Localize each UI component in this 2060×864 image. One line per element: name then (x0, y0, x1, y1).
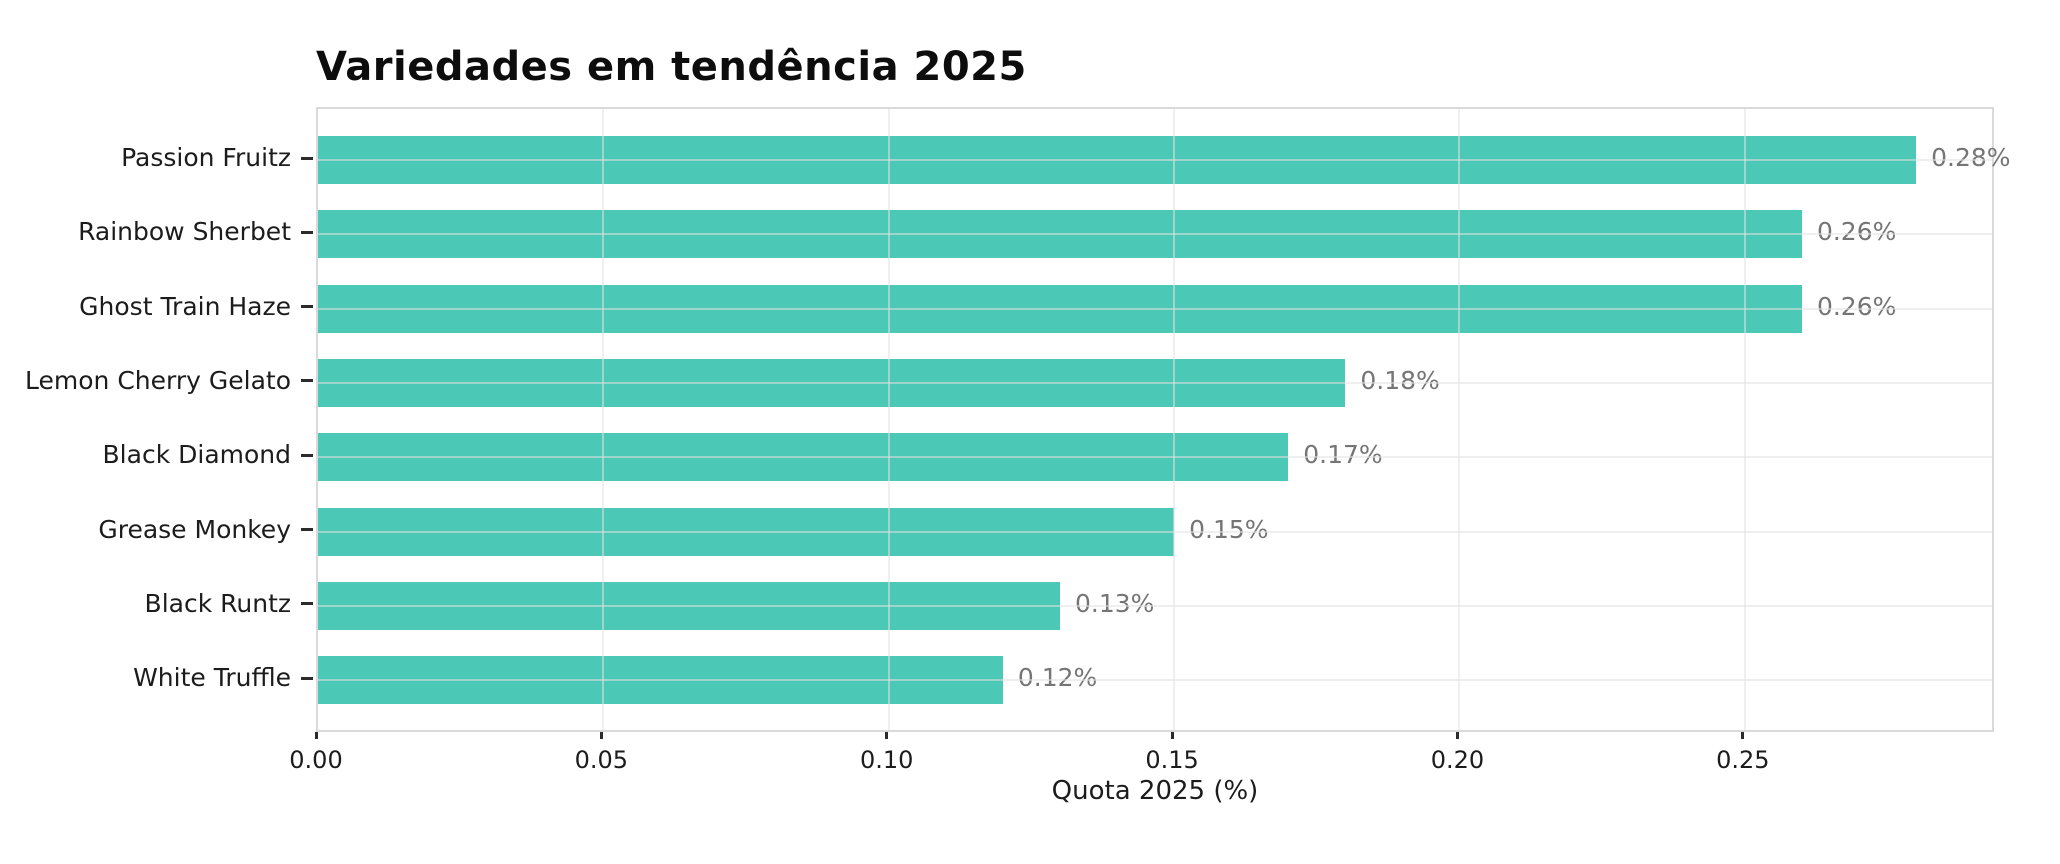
x-tick-label-0.15: 0.15 (1145, 746, 1199, 774)
bar-value-label-0: 0.28% (1931, 143, 2011, 172)
gridline-y-6 (318, 604, 1992, 607)
gridline-y-2 (318, 307, 1992, 310)
gridline-x-0.20 (1458, 109, 1461, 730)
bar-value-label-5: 0.15% (1189, 514, 1269, 544)
bar-value-label-4: 0.17% (1303, 440, 1383, 470)
gridline-x-0.15 (1173, 109, 1176, 730)
category-label-6: Black Runtz (144, 588, 291, 618)
category-label-7: White Truffle (133, 663, 291, 693)
gridline-x-0.25 (1743, 109, 1746, 730)
category-label-4: Black Diamond (102, 440, 291, 470)
gridline-y-1 (318, 233, 1992, 236)
x-tick-mark-0.20 (1455, 732, 1459, 739)
y-tick-mark-2 (301, 305, 313, 309)
x-tick-label-0.25: 0.25 (1716, 746, 1770, 774)
x-tick-label-0.05: 0.05 (574, 746, 629, 774)
bar-value-label-7: 0.12% (1017, 663, 1098, 693)
chart-title: Variedades em tendência 2025 (316, 44, 1027, 90)
bar-value-label-2: 0.26% (1816, 291, 1897, 321)
x-tick-mark-0.15 (1170, 732, 1174, 739)
y-tick-mark-4 (301, 453, 313, 457)
x-tick-mark-0.05 (599, 732, 603, 739)
y-tick-mark-5 (301, 528, 313, 531)
category-label-0: Passion Fruitz (121, 143, 291, 172)
gridline-y-4 (318, 456, 1992, 459)
gridline-y-5 (318, 530, 1992, 533)
x-axis-label: Quota 2025 (%) (1051, 776, 1259, 806)
gridline-y-3 (318, 381, 1992, 384)
x-tick-label-0.20: 0.20 (1430, 746, 1485, 774)
category-label-3: Lemon Cherry Gelato (25, 365, 291, 395)
gridline-y-7 (318, 679, 1992, 682)
category-label-2: Ghost Train Haze (79, 291, 291, 321)
x-tick-label-0.10: 0.10 (860, 746, 914, 774)
y-tick-mark-0 (301, 156, 313, 160)
gridline-x-0.10 (887, 109, 890, 730)
category-label-1: Rainbow Sherbet (78, 217, 291, 247)
y-tick-mark-1 (301, 230, 313, 234)
x-tick-mark-0.00 (314, 732, 318, 739)
gridline-y-0 (318, 159, 1992, 161)
y-tick-mark-3 (301, 379, 313, 383)
bar-value-label-6: 0.13% (1074, 588, 1155, 618)
bar-value-label-1: 0.26% (1816, 217, 1897, 247)
y-tick-mark-7 (301, 676, 313, 680)
gridline-x-0.05 (602, 109, 605, 730)
x-tick-label-0.00: 0.00 (289, 746, 343, 774)
x-tick-mark-0.25 (1741, 732, 1745, 739)
bar-value-label-3: 0.18% (1360, 365, 1440, 395)
category-label-5: Grease Monkey (98, 514, 291, 544)
plot-area (316, 107, 1994, 732)
y-tick-mark-6 (301, 602, 313, 606)
x-tick-mark-0.10 (885, 732, 889, 739)
